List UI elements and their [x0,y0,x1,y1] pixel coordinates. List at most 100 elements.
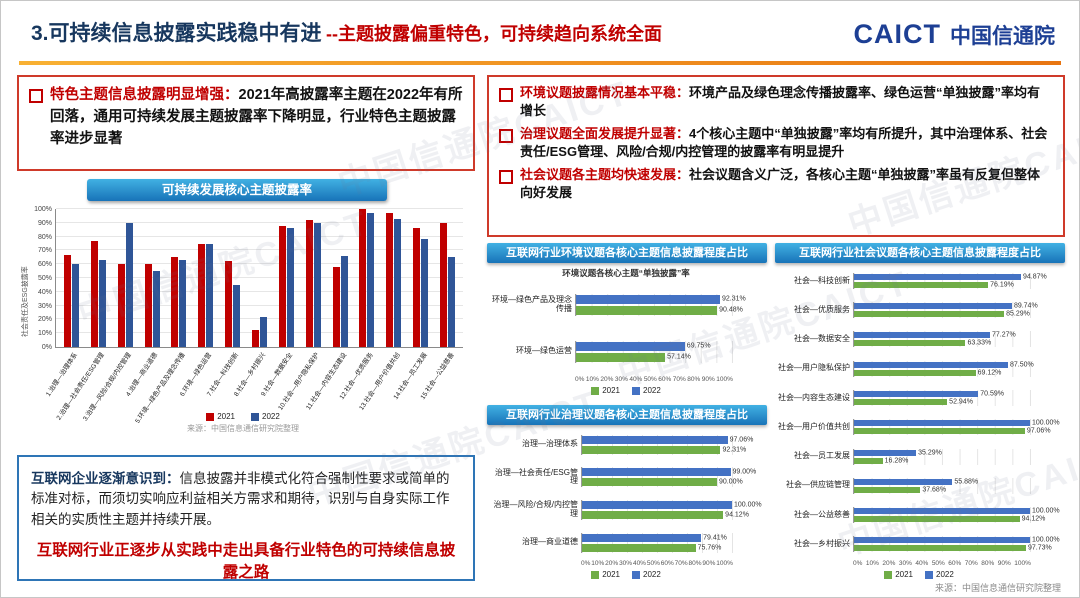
bar-2022 [854,537,1030,544]
bar-row: 环境—绿色运营 69.75% 57.14% [489,340,763,363]
bar-line: 89.74% [854,303,1038,310]
legend-label: 2022 [643,386,661,395]
bar-2022 [98,260,106,347]
bar-line: 70.59% [854,390,1030,397]
value-label: 92.31% [722,446,747,454]
bar-2021 [386,213,394,347]
bar-group [386,209,402,347]
legend-label: 2022 [643,570,661,579]
y-tick-label: 10% [37,330,52,338]
x-tick-label: 60% [658,376,672,383]
value-label: 89.74% [1013,302,1038,310]
row-plot: 79.41% 75.76% [581,532,733,553]
bar-line: 87.50% [854,361,1034,368]
gridline [56,263,463,265]
bar-line: 37.68% [854,486,1030,493]
value-label: 99.00% [732,468,757,476]
bar-2021 [582,445,721,454]
row-plot: 100.00% 97.73% [853,536,1060,553]
core-chart: 社会责任及ESG披露率 0% 10% 20% 30% 40% 50% 60% 70% 80% 90%… [19,205,467,434]
bar-2022 [179,260,187,347]
bar-line: 69.75% [576,341,732,351]
value-label: 94.87% [1022,273,1047,281]
bar-row: 治理—风险/合规/内控管理 100.00% 94.12% [489,499,763,520]
bar-2021 [854,486,921,493]
legend: 2021 2022 [489,384,763,395]
category-label: 社会—员工发展 [794,451,850,461]
bar-line: 69.12% [854,369,1030,376]
bar-2021 [854,398,948,405]
category-label: 社会—用户隐私保护 [778,363,850,373]
category-label: 社会—内容生态建设 [778,392,850,402]
bullet-feature-topics: 特色主题信息披露明显增强：2021年高披露率主题在2022年有所回落，通用可持续… [29,85,463,150]
environment-chart: 环境议题各核心主题“单独披露”率 环境—绿色产品及理念传播 92.31% 90.48%… [487,263,767,397]
value-label: 16.28% [884,457,909,465]
bar-line: 90.00% [582,478,743,487]
bar-group [63,209,79,347]
bar-2021 [90,240,98,347]
governance-chart: 治理—治理体系 97.06% 92.31% 治理—社会责任/ESG管理 99.00% 90… [487,425,767,581]
y-tick-label: 0% [41,344,52,351]
bar-2021 [854,340,966,347]
legend-swatch [632,386,640,395]
bar-2021 [854,428,1025,435]
gridline [56,332,463,334]
y-tick-label: 90% [37,219,52,227]
bar-2022 [854,508,1030,515]
page-title: 3.可持续信息披露实践稳中有进 --主题披露偏重特色，可持续趋向系统全面 [31,17,662,47]
bar-2021 [225,261,233,347]
bar-group [305,209,321,347]
y-tick-label: 60% [37,261,52,269]
x-tick-label: 60% [948,560,962,567]
page-title-sub: --主题披露偏重特色，可持续趋向系统全面 [325,24,662,44]
bar-2022 [233,284,241,347]
bar-line: 35.29% [854,449,1030,456]
gridline [56,208,463,209]
bar-group [413,209,429,347]
x-tick-label: 30% [898,560,912,567]
x-tick-label: 90% [701,376,715,383]
category-label: 社会—用户价值共创 [778,421,850,431]
bar-line: 75.76% [582,543,732,552]
category-label: 治理—社会责任/ESG管理 [494,467,578,486]
row-plot: 55.88% 37.68% [853,477,1031,494]
bullet-square-icon [499,169,513,184]
bullet-lead: 治理议题全面发展提升显著： [520,125,690,141]
row-plot: 97.06% 92.31% [581,434,753,455]
bar-row: 社会—优质服务 89.74% 85.29% [777,302,1061,319]
footer-source: 来源：中国信息通信研究院整理 [934,583,1061,593]
bar-group [198,209,214,347]
category-label: 社会—数据安全 [794,334,850,344]
bullet-square-icon [499,88,513,102]
value-label: 52.94% [949,398,973,406]
row-plot: 100.00% 94.12% [853,507,1060,524]
bar-group [225,209,241,347]
bar-2021 [854,281,989,288]
value-label: 92.31% [722,295,746,303]
bar-row: 社会—供应链管理 55.88% 37.68% [777,477,1061,494]
bar-2021 [251,330,259,347]
x-tick-label: 50% [646,560,660,567]
bar-line: 99.00% [582,468,756,477]
bullet-lead: 社会议题各主题均快速发展： [520,166,690,182]
bar-2021 [144,264,152,347]
bar-rows: 社会—科技创新 94.87% 76.19% 社会—优质服务 89.74% 85.29% 社会… [777,266,1061,559]
gridline [56,290,463,292]
bar-2021 [439,222,447,347]
bar-2022 [854,361,1008,368]
bar-2022 [854,273,1021,280]
bar-row: 社会—乡村振兴 100.00% 97.73% [777,536,1061,553]
bar-group [278,209,294,347]
bar-group [332,209,348,347]
legend-item: 2021 [591,386,620,395]
bar-row: 治理—治理体系 97.06% 92.31% [489,434,763,455]
bar-2022 [152,271,160,347]
x-tick-label: 60% [660,560,674,567]
bar-2022 [854,449,917,456]
legend-swatch [251,412,259,421]
core-chart-title-banner: 可持续发展核心主题披露率 [87,179,387,201]
x-tick-label: 20% [605,560,619,567]
bar-rows: 环境—绿色产品及理念传播 92.31% 90.48% 环境—绿色运营 69.75% 57.… [489,281,763,375]
bar-2022 [582,500,732,509]
